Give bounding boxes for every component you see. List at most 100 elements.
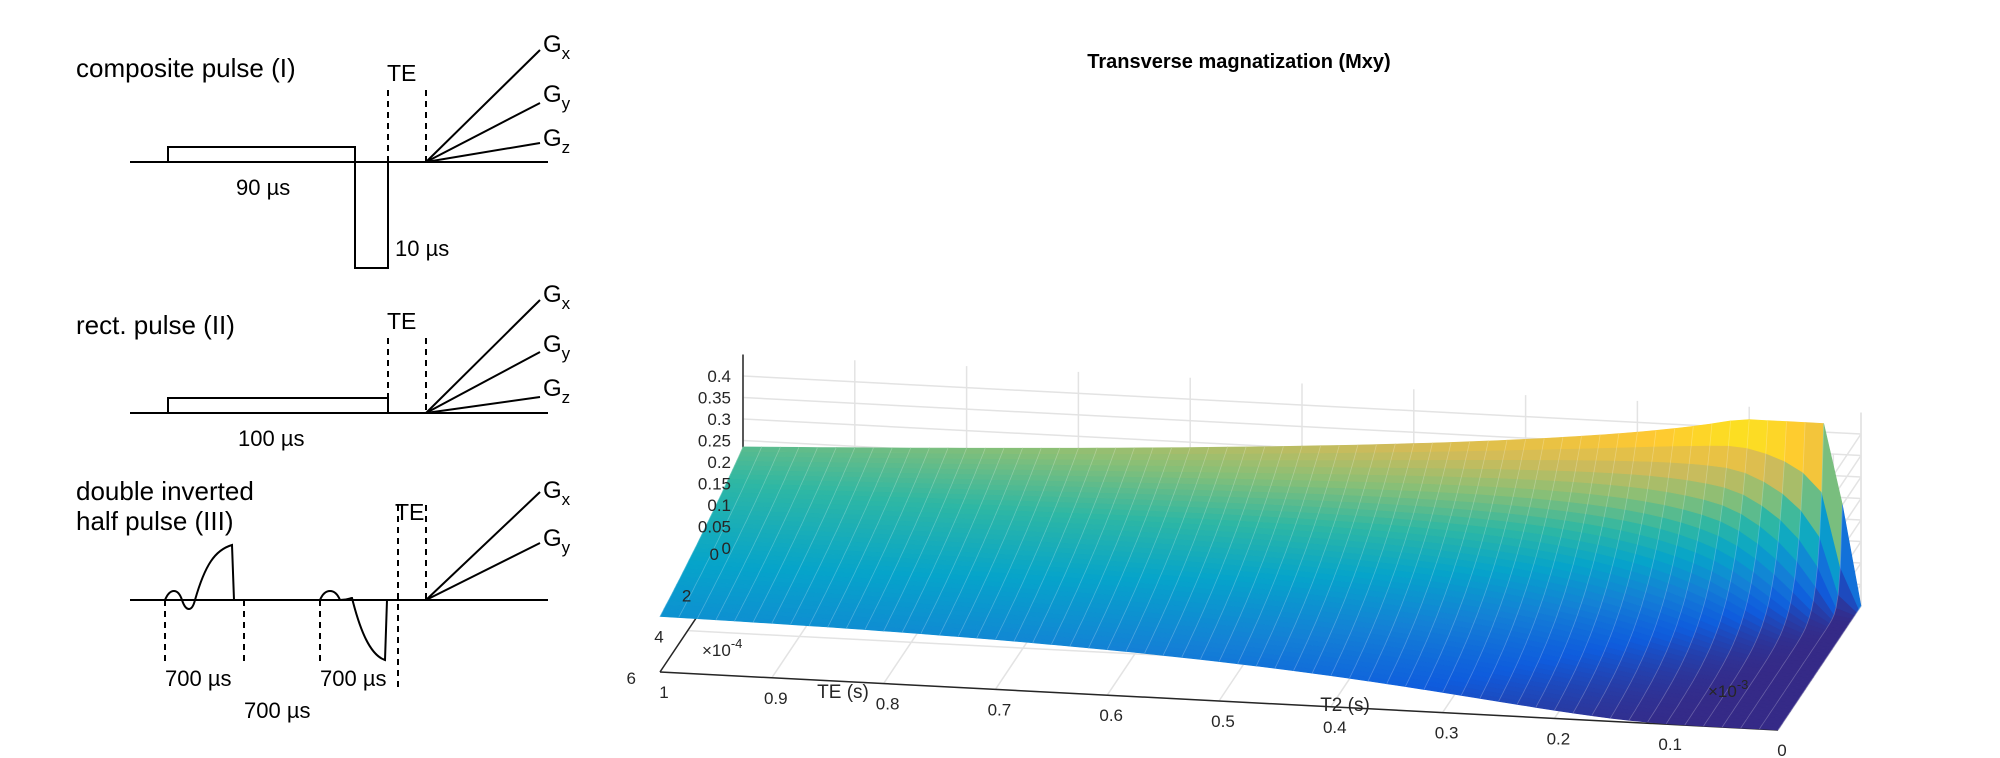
surface-patch	[1409, 451, 1431, 461]
pulse-diagram	[130, 49, 548, 690]
surface-patch	[740, 446, 763, 453]
surface-patch	[1243, 446, 1266, 454]
z-tick-label: 0	[722, 539, 731, 558]
surface-patch	[848, 499, 870, 506]
surface-patch	[1055, 501, 1077, 508]
grad-y-label-II: Gy	[543, 331, 571, 363]
surface-patch	[1535, 469, 1557, 481]
surface-patch	[1005, 484, 1028, 491]
surface-patch	[1427, 450, 1450, 461]
surface-patch	[825, 466, 847, 473]
surface-patch	[1440, 475, 1462, 486]
surface-patch	[1133, 493, 1156, 501]
surface-patch	[1131, 498, 1154, 506]
surface-mesh-line	[1255, 445, 1340, 667]
surface-patch	[1166, 453, 1189, 461]
surface-patch	[1595, 447, 1618, 461]
surface-patch	[837, 480, 860, 487]
surface-patch	[1204, 453, 1226, 461]
surface-patch	[1444, 459, 1466, 469]
surface-patch	[1198, 471, 1220, 479]
surface-patch	[866, 457, 889, 464]
surface-patch	[1378, 496, 1400, 505]
surface-patch	[999, 453, 1021, 460]
surface-patch	[858, 476, 881, 483]
surface-mesh-line	[1125, 447, 1210, 652]
surface-patch	[1218, 465, 1241, 473]
surface-patch	[1616, 431, 1638, 448]
surface-patch	[1688, 445, 1711, 466]
surface-patch	[1202, 459, 1224, 467]
pulse-III-duration-2: 700 µs	[320, 666, 387, 691]
surface-patch	[736, 455, 758, 462]
surface-patch	[1108, 459, 1131, 466]
surface-patch	[1051, 464, 1073, 471]
surface-patch	[993, 468, 1015, 475]
surface-patch	[1324, 487, 1346, 496]
surface-patch	[1266, 491, 1288, 500]
surface-mesh-line	[1311, 443, 1396, 674]
surface-patch	[1560, 435, 1582, 450]
surface-patch	[1208, 495, 1230, 503]
surface-patch	[1169, 499, 1191, 507]
surface-patch	[1144, 465, 1166, 472]
surface-patch	[872, 486, 895, 493]
surface-patch	[924, 452, 947, 459]
surface-patch	[1048, 469, 1071, 476]
surface-patch	[906, 452, 928, 459]
surface-patch	[1332, 459, 1355, 468]
surface-mesh-line	[1423, 440, 1508, 690]
surface-patch	[785, 470, 808, 477]
surface-patch	[1146, 459, 1168, 466]
surface-patch	[856, 481, 878, 488]
surface-patch	[1262, 446, 1284, 454]
surface-patch	[1334, 452, 1357, 461]
surface-patch	[1206, 501, 1228, 509]
surface-patch	[773, 497, 796, 504]
surface-patch	[1330, 466, 1353, 475]
surface-patch	[1668, 461, 1690, 481]
surface-patch	[1075, 447, 1098, 455]
surface-mesh-line	[734, 447, 818, 622]
surface-patch	[1036, 500, 1059, 508]
surface-patch	[986, 484, 1009, 491]
surface-patch	[1345, 480, 1367, 490]
surface-patch	[1415, 498, 1437, 508]
surface-patch	[962, 453, 984, 459]
surface-mesh-line	[883, 448, 967, 632]
surface-patch	[1015, 458, 1038, 465]
surface-patch	[1705, 464, 1727, 488]
surface-patch	[846, 461, 868, 468]
surface-patch	[939, 463, 961, 469]
surface-patch	[1521, 448, 1543, 461]
surface-patch	[1061, 485, 1083, 493]
surface-patch	[1235, 472, 1257, 480]
surface-mesh-line	[845, 447, 930, 629]
surface-patch	[852, 447, 874, 454]
surface-patch	[1514, 478, 1537, 490]
surface-patch	[810, 456, 833, 463]
surface-mesh-line	[1460, 438, 1545, 696]
t2-tick-label: 0.4	[1323, 718, 1347, 737]
surface-patch	[1686, 463, 1709, 484]
surface-mesh-line	[1200, 446, 1284, 660]
surface-patch	[1231, 484, 1253, 492]
surface-patch	[1272, 472, 1295, 481]
surface-patch	[1154, 488, 1177, 496]
surface-patch	[1224, 502, 1247, 510]
surface-patch	[1156, 482, 1179, 490]
surface-patch	[1523, 438, 1545, 451]
surface-patch	[1297, 452, 1320, 461]
surface-patch	[961, 498, 984, 505]
surface-mesh-line	[864, 447, 949, 630]
surface-patch	[1123, 470, 1146, 478]
surface-patch	[1102, 475, 1125, 483]
surface-patch	[1369, 459, 1392, 468]
surface-patch	[1467, 440, 1489, 452]
surface-patch	[761, 483, 783, 490]
surface-patch	[1067, 469, 1090, 477]
surface-patch	[1046, 474, 1069, 482]
surface-patch	[1316, 452, 1338, 461]
surface-patch	[1380, 489, 1402, 498]
surface-patch	[730, 469, 752, 475]
